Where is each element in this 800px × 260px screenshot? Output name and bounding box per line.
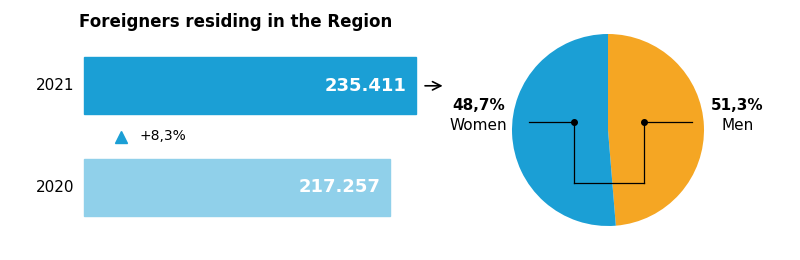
Text: 48,7%: 48,7% [452,98,505,113]
Text: Women: Women [450,119,507,133]
Bar [83,57,416,114]
Text: 2020: 2020 [36,180,74,195]
Wedge shape [608,34,704,226]
Text: +8,3%: +8,3% [139,129,186,144]
Text: Foreigners residing in the Region: Foreigners residing in the Region [79,13,392,31]
Text: 2021: 2021 [36,78,74,93]
Text: 51,3%: 51,3% [711,98,764,113]
Text: 217.257: 217.257 [299,178,381,196]
Bar [83,159,390,216]
Wedge shape [512,34,616,226]
Text: 235.411: 235.411 [325,77,406,95]
Text: Men: Men [722,119,754,133]
